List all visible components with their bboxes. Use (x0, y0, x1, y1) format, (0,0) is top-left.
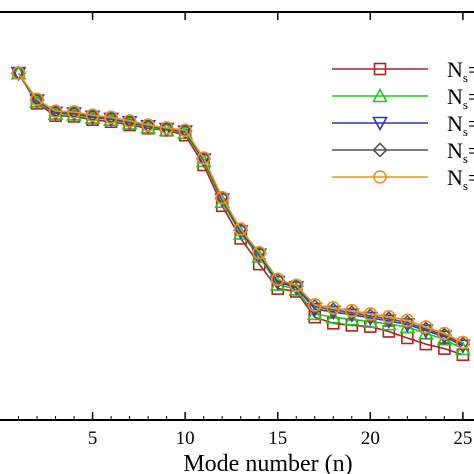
series-5-point (270, 272, 285, 287)
series-5-point (104, 110, 118, 125)
series-3-point (84, 110, 101, 126)
x-tick-label: 25 (453, 428, 472, 449)
x-tick-label: 20 (361, 428, 380, 449)
series-4-point (214, 190, 230, 207)
series-2-point (455, 340, 471, 356)
series-2-point (325, 309, 342, 324)
series-3-point (195, 153, 212, 168)
series-5-point (252, 245, 267, 260)
series-5-point (344, 303, 359, 318)
series-4-point (196, 151, 212, 167)
series-5-point (141, 118, 155, 132)
legend-entry-3: Ns= (332, 111, 474, 139)
series-5 (11, 66, 470, 350)
series-5-point (437, 326, 452, 341)
series-5-point (456, 335, 470, 350)
series-5-point (30, 92, 44, 107)
series-3-point (177, 125, 193, 140)
series-4-point (307, 298, 323, 315)
series-5-point (419, 320, 433, 334)
series-5-point (233, 222, 248, 236)
legend-marker (373, 170, 387, 184)
series-5-point (122, 114, 137, 128)
series-4-point (29, 92, 45, 108)
series-5-point (85, 108, 100, 123)
x-tick-label: 15 (268, 428, 287, 449)
x-axis-label: Mode number (n) (183, 451, 352, 474)
series-5-point (400, 313, 415, 328)
axes-layer: 5 10 15 20 25 (0, 11, 474, 449)
series-2-point (362, 313, 379, 328)
series-4-point (270, 272, 286, 289)
legend-entry-1: Ns= (332, 57, 474, 85)
x-tick-label: 5 (88, 428, 98, 449)
series-4-point (103, 110, 119, 126)
series-5-point (363, 307, 378, 321)
legend-marker (372, 87, 388, 103)
legend-marker (373, 62, 387, 76)
series-3-point (47, 106, 64, 121)
series-5-point (307, 298, 322, 312)
legend-label: Ns= (447, 111, 474, 139)
series-4-point (455, 336, 471, 352)
series-5-line (17, 72, 464, 344)
series-2-point (343, 311, 360, 326)
series-2-point (380, 315, 397, 331)
legend-marker (372, 142, 388, 158)
series-2-point (306, 305, 323, 321)
series-5-point (382, 309, 396, 324)
series-5-point (215, 190, 229, 205)
series-5-point (48, 104, 63, 118)
series-5-point (326, 300, 341, 315)
legend-label: Ns= (447, 138, 474, 166)
series-layer (10, 65, 471, 362)
series-4-point (436, 327, 453, 343)
x-tick-label: 10 (176, 428, 195, 449)
series-3-point (214, 193, 231, 208)
series-4-point (251, 245, 267, 262)
series-5-point (67, 105, 81, 119)
series-5-point (289, 278, 304, 293)
series-4-point (233, 222, 249, 238)
legend-marker (372, 116, 388, 132)
series-3-point (251, 248, 268, 263)
series-1 (12, 66, 470, 362)
legend-entry-5: Ns= (332, 165, 474, 193)
legend-label: Ns= (447, 165, 474, 193)
series-2 (10, 65, 471, 356)
series-4-point (66, 105, 82, 121)
series-5-point (196, 151, 211, 165)
series-5-point (159, 121, 174, 135)
legend-label: Ns= (447, 57, 474, 85)
legend-entry-2: Ns= (332, 84, 474, 112)
legend-label: Ns= (447, 84, 474, 112)
series-5-point (11, 66, 26, 80)
series-4-point (47, 104, 64, 120)
series-4-point (418, 321, 434, 337)
series-5-point (178, 123, 192, 138)
legend-entry-4: Ns= (332, 138, 474, 166)
legend: Ns=Ns=Ns=Ns=Ns= (332, 57, 474, 193)
